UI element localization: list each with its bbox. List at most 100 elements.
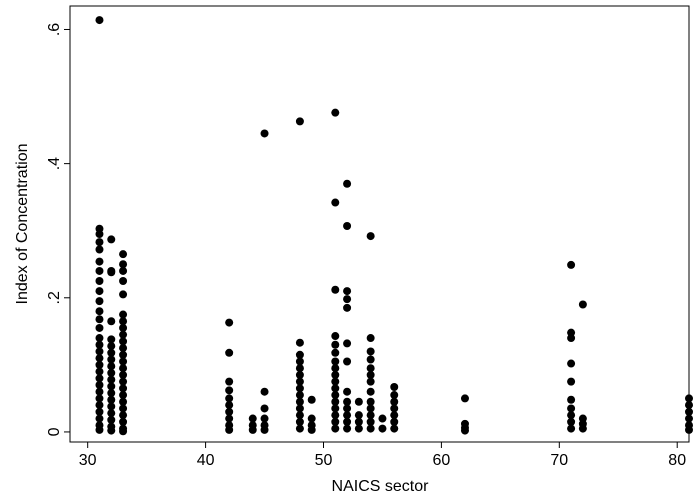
data-point xyxy=(685,407,693,416)
data-point xyxy=(331,417,340,426)
data-point xyxy=(119,397,128,406)
data-point xyxy=(567,411,576,420)
data-point xyxy=(685,401,693,410)
data-point xyxy=(460,394,469,403)
data-point xyxy=(119,404,128,413)
data-point xyxy=(119,310,128,319)
data-point xyxy=(366,347,375,356)
data-point xyxy=(119,317,128,326)
data-point xyxy=(567,424,576,433)
data-point xyxy=(295,384,304,393)
data-point xyxy=(95,347,104,356)
data-point xyxy=(567,395,576,404)
data-point xyxy=(225,348,234,357)
data-point xyxy=(295,397,304,406)
data-point xyxy=(343,179,352,188)
data-point xyxy=(225,407,234,416)
data-point xyxy=(390,424,399,433)
data-point xyxy=(107,362,116,371)
x-tick-label: 40 xyxy=(197,452,215,469)
data-point xyxy=(567,260,576,269)
data-point xyxy=(354,424,363,433)
data-point xyxy=(107,317,116,326)
data-point xyxy=(343,222,352,231)
data-point xyxy=(119,277,128,286)
data-point xyxy=(107,235,116,244)
data-point xyxy=(307,425,316,434)
data-point xyxy=(331,348,340,357)
data-point xyxy=(95,394,104,403)
data-point xyxy=(366,404,375,413)
data-point xyxy=(390,397,399,406)
data-point xyxy=(343,417,352,426)
data-point xyxy=(95,297,104,306)
data-point xyxy=(119,384,128,393)
data-point xyxy=(295,364,304,373)
data-point xyxy=(295,338,304,347)
data-point xyxy=(331,384,340,393)
data-point xyxy=(685,414,693,423)
data-point xyxy=(95,367,104,376)
data-point xyxy=(567,417,576,426)
data-point xyxy=(343,424,352,433)
data-point xyxy=(343,357,352,366)
data-point xyxy=(119,364,128,373)
data-point xyxy=(119,370,128,379)
x-tick-label: 30 xyxy=(79,452,97,469)
data-point xyxy=(331,377,340,386)
y-axis: 0 .2 .4 .6 xyxy=(46,23,70,436)
data-point xyxy=(95,307,104,316)
data-point xyxy=(295,391,304,400)
data-point xyxy=(225,401,234,410)
data-point xyxy=(295,357,304,366)
data-point xyxy=(366,355,375,364)
plot-area xyxy=(69,5,690,443)
data-point xyxy=(225,377,234,386)
data-point xyxy=(95,354,104,363)
data-point xyxy=(343,404,352,413)
data-point xyxy=(578,424,587,433)
data-point xyxy=(390,391,399,400)
data-point xyxy=(331,370,340,379)
data-point xyxy=(95,401,104,410)
data-point xyxy=(95,323,104,332)
x-tick-label: 80 xyxy=(668,452,686,469)
data-point xyxy=(331,397,340,406)
data-point xyxy=(119,337,128,346)
data-point xyxy=(95,245,104,254)
data-point xyxy=(343,339,352,348)
x-tick-label: 70 xyxy=(550,452,568,469)
data-point xyxy=(295,411,304,420)
data-point xyxy=(295,370,304,379)
data-point xyxy=(567,334,576,343)
data-point xyxy=(578,300,587,309)
data-point xyxy=(295,417,304,426)
data-point xyxy=(685,394,693,403)
data-point xyxy=(119,427,128,436)
data-point xyxy=(107,389,116,398)
data-point xyxy=(119,350,128,359)
data-point xyxy=(343,295,352,304)
data-point xyxy=(119,417,128,426)
data-point xyxy=(107,409,116,418)
x-tick-label: 50 xyxy=(315,452,333,469)
data-point xyxy=(119,323,128,332)
data-point xyxy=(307,395,316,404)
data-point xyxy=(107,402,116,411)
data-point xyxy=(107,268,116,277)
x-axis: 30 40 50 60 70 80 xyxy=(79,442,686,469)
data-point xyxy=(119,250,128,259)
data-point xyxy=(567,377,576,386)
data-point xyxy=(260,387,269,396)
x-tick-label: 60 xyxy=(433,452,451,469)
data-point xyxy=(307,414,316,423)
data-point xyxy=(107,426,116,435)
data-point xyxy=(366,411,375,420)
data-point xyxy=(119,391,128,400)
data-point xyxy=(331,285,340,294)
data-point xyxy=(107,335,116,344)
data-point xyxy=(460,426,469,435)
y-tick-label: .6 xyxy=(46,23,63,36)
data-point xyxy=(95,257,104,266)
